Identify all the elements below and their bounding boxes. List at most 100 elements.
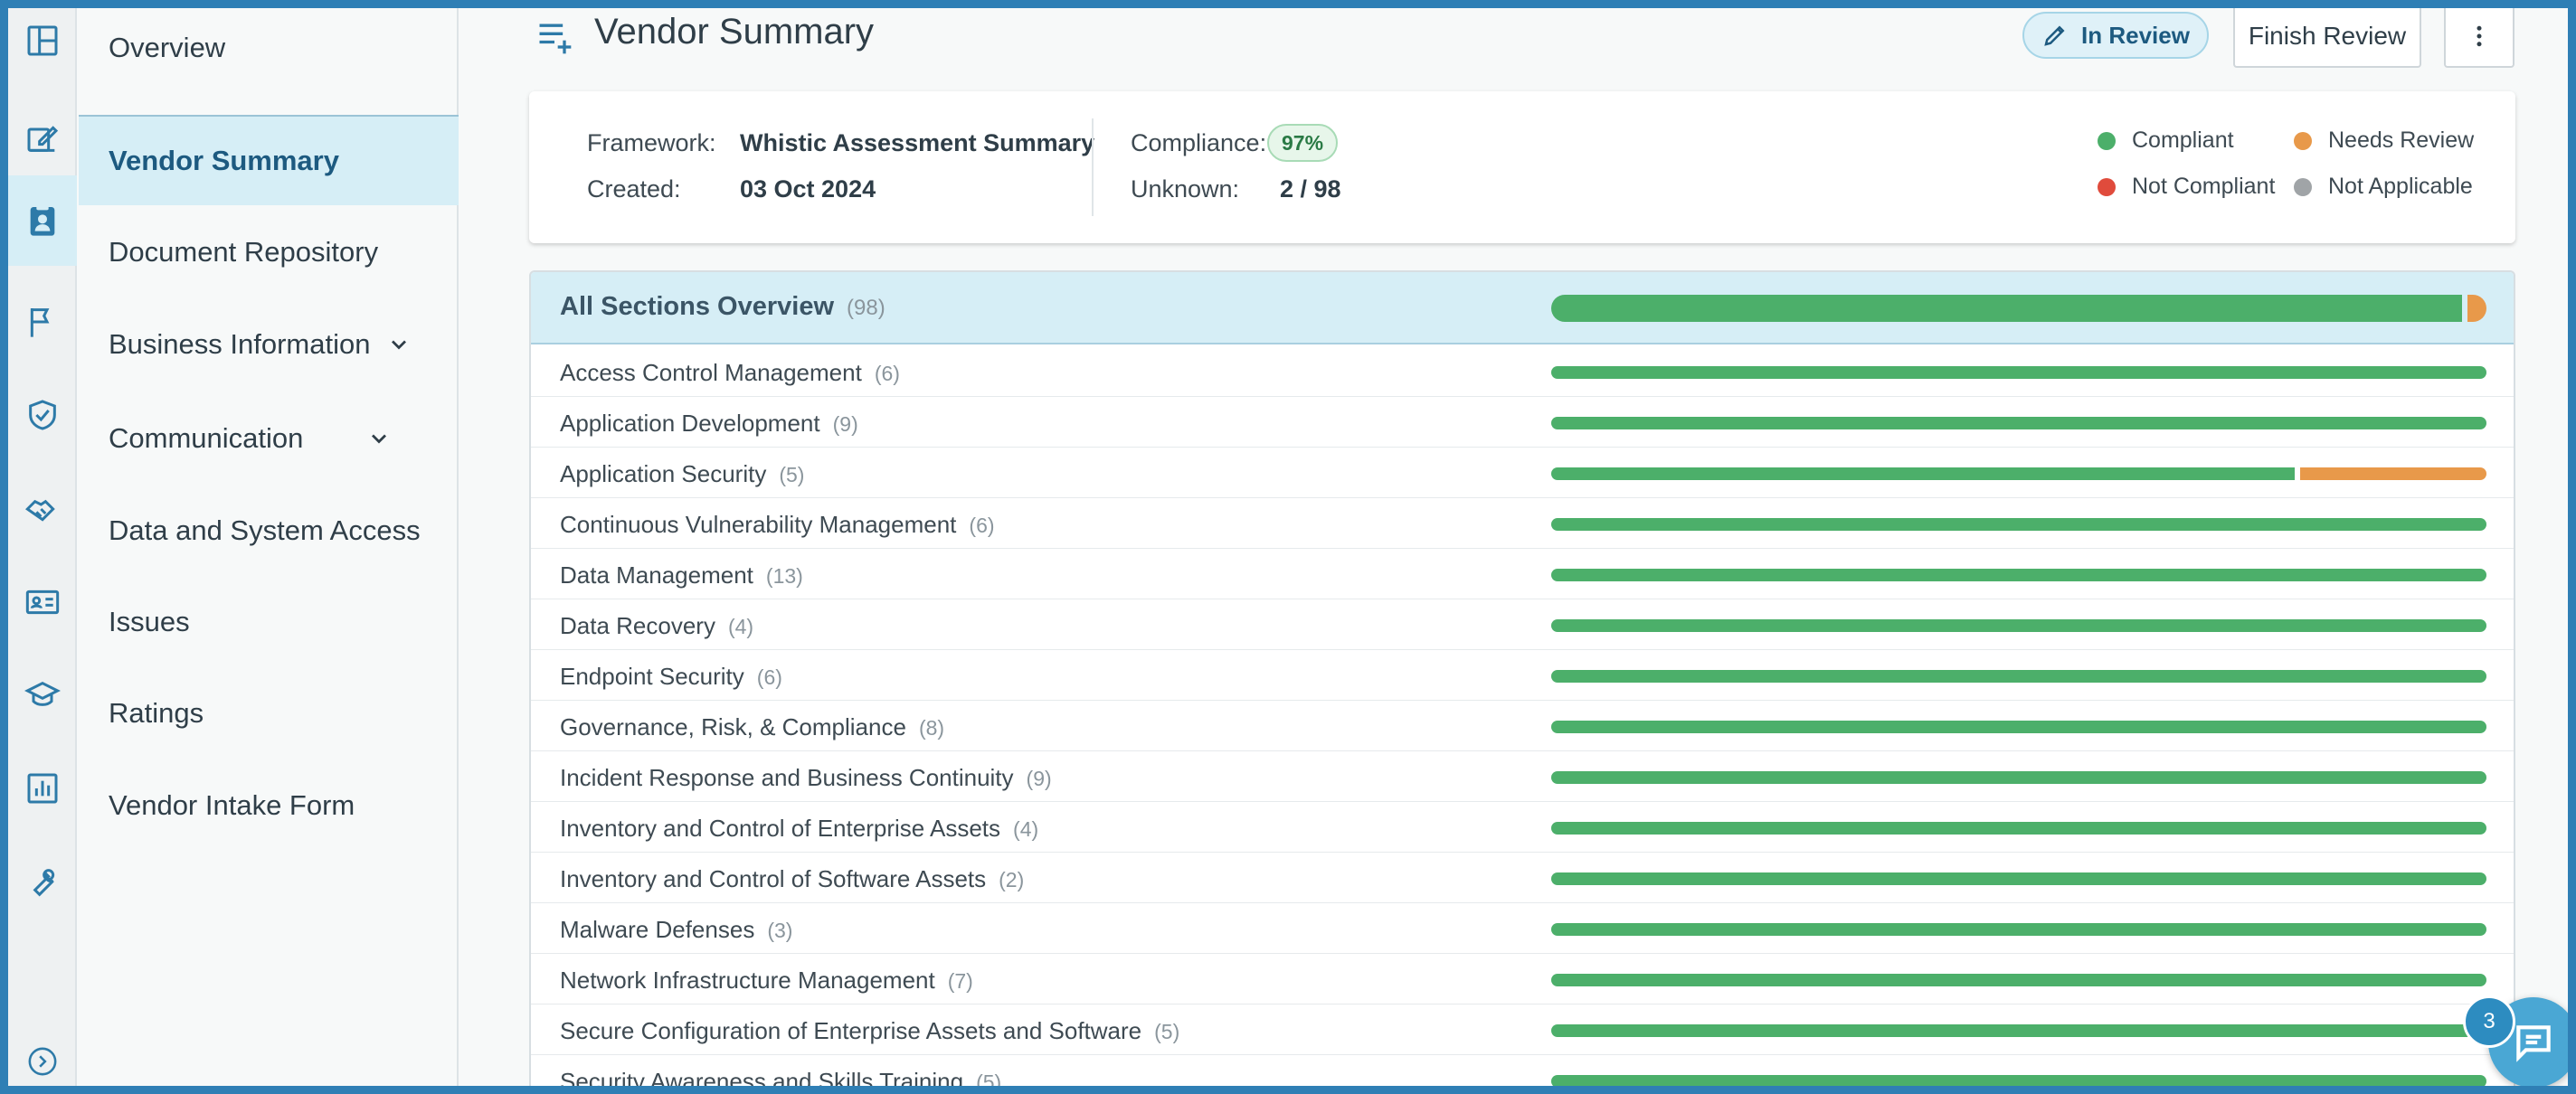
section-label: Application Development — [560, 410, 820, 437]
section-count: (6) — [756, 665, 782, 689]
nav-item-data-and-system-access[interactable]: Data and System Access — [109, 514, 421, 546]
expand-icon[interactable] — [8, 1016, 77, 1086]
section-row[interactable]: Secure Configuration of Enterprise Asset… — [531, 1004, 2514, 1055]
status-badge[interactable]: In Review — [2022, 12, 2209, 59]
compliant-segment — [1551, 974, 2486, 986]
section-row[interactable]: Incident Response and Business Continuit… — [531, 751, 2514, 802]
nav-item-issues[interactable]: Issues — [109, 606, 190, 637]
unknown-value: 2 / 98 — [1280, 175, 1341, 203]
nav-item-vendor-intake-form[interactable]: Vendor Intake Form — [109, 789, 355, 821]
compliant-segment — [1551, 1075, 2486, 1086]
compliant-segment — [1551, 518, 2486, 531]
section-row[interactable]: Endpoint Security (6) — [531, 650, 2514, 701]
section-row[interactable]: Governance, Risk, & Compliance (8) — [531, 701, 2514, 751]
section-progress-bar — [1551, 569, 2486, 581]
section-nav: Overview Vendor Summary Document Reposit… — [79, 8, 459, 1086]
section-label: Governance, Risk, & Compliance — [560, 713, 906, 740]
compliant-segment — [1551, 569, 2486, 581]
section-progress-bar — [1551, 417, 2486, 429]
all-sections-overview-row[interactable]: All Sections Overview (98) — [531, 272, 2514, 344]
section-row[interactable]: Network Infrastructure Management (7) — [531, 954, 2514, 1004]
section-progress-bar — [1551, 974, 2486, 986]
section-progress-bar — [1551, 467, 2486, 480]
compliant-segment — [1551, 721, 2486, 733]
section-count: (4) — [727, 615, 754, 638]
compliant-segment — [1551, 771, 2486, 784]
section-row[interactable]: Malware Defenses (3) — [531, 903, 2514, 954]
section-label: Malware Defenses — [560, 916, 755, 943]
section-progress-bar — [1551, 518, 2486, 531]
section-count: (9) — [832, 412, 858, 436]
section-count: (5) — [779, 463, 805, 486]
graduation-cap-icon[interactable] — [8, 650, 77, 740]
section-label: Security Awareness and Skills Training — [560, 1068, 964, 1086]
pencil-icon — [2044, 25, 2065, 46]
section-progress-bar — [1551, 1024, 2486, 1037]
nav-item-ratings[interactable]: Ratings — [109, 697, 204, 729]
section-label: Secure Configuration of Enterprise Asset… — [560, 1017, 1142, 1044]
divider — [1092, 118, 1094, 216]
edit-icon[interactable] — [8, 93, 77, 184]
compliance-label: Compliance: — [1131, 129, 1267, 156]
nav-item-business-information[interactable]: Business Information — [79, 299, 459, 390]
section-row[interactable]: Security Awareness and Skills Training (5… — [531, 1055, 2514, 1086]
finish-review-button[interactable]: Finish Review — [2233, 8, 2421, 68]
compliant-segment — [1551, 366, 2486, 379]
nav-item-overview[interactable]: Overview — [109, 32, 226, 63]
all-sections-label: All Sections Overview — [560, 292, 835, 321]
app-frame: Overview Vendor Summary Document Reposit… — [8, 8, 2568, 1086]
nav-item-vendor-summary[interactable]: Vendor Summary — [79, 115, 459, 205]
section-row[interactable]: Continuous Vulnerability Management (6) — [531, 498, 2514, 549]
section-count: (9) — [1026, 767, 1052, 790]
compliant-segment — [1551, 670, 2486, 683]
section-progress-bar — [1551, 366, 2486, 379]
section-label: Application Security — [560, 460, 767, 487]
nav-item-communication[interactable]: Communication — [79, 393, 459, 484]
section-count: (5) — [976, 1070, 1002, 1086]
section-count: (6) — [969, 514, 995, 537]
layout-icon[interactable] — [8, 8, 77, 86]
section-label: Inventory and Control of Software Assets — [560, 865, 987, 892]
section-count: (13) — [765, 564, 803, 588]
section-progress-bar — [1551, 1075, 2486, 1086]
section-count: (5) — [1154, 1020, 1180, 1043]
more-options-button[interactable] — [2444, 8, 2514, 68]
id-card-icon[interactable] — [8, 557, 77, 647]
wrench-icon[interactable] — [8, 837, 77, 928]
flag-icon[interactable] — [8, 277, 77, 367]
section-row[interactable]: Inventory and Control of Software Assets… — [531, 853, 2514, 903]
legend-dot — [2294, 131, 2312, 150]
section-label: Incident Response and Business Continuit… — [560, 764, 1014, 791]
section-count: (7) — [947, 969, 973, 993]
section-label: Data Recovery — [560, 612, 715, 639]
compliant-segment — [1551, 295, 2462, 322]
section-progress-bar — [1551, 670, 2486, 683]
section-progress-bar — [1551, 619, 2486, 632]
section-row[interactable]: Data Management (13) — [531, 549, 2514, 599]
section-row[interactable]: Data Recovery (4) — [531, 599, 2514, 650]
section-label: Continuous Vulnerability Management — [560, 511, 957, 538]
section-label: Inventory and Control of Enterprise Asse… — [560, 815, 1001, 842]
legend-not-compliant: Not Compliant — [2098, 174, 2275, 200]
section-row[interactable]: Application Development (9) — [531, 397, 2514, 448]
section-row[interactable]: Access Control Management (6) — [531, 346, 2514, 397]
compliant-segment — [1551, 467, 2295, 480]
section-count: (4) — [1013, 817, 1039, 841]
sections-table: All Sections Overview (98) Access Control… — [529, 270, 2515, 1086]
needs-review-segment — [2300, 467, 2486, 480]
vendor-contact-icon[interactable] — [8, 175, 77, 266]
shield-check-icon[interactable] — [8, 370, 77, 460]
section-row[interactable]: Inventory and Control of Enterprise Asse… — [531, 802, 2514, 853]
section-label: Access Control Management — [560, 359, 862, 386]
nav-item-document-repository[interactable]: Document Repository — [109, 236, 379, 268]
legend-not-applicable: Not Applicable — [2294, 174, 2473, 200]
bar-chart-icon[interactable] — [8, 743, 77, 834]
legend-dot — [2098, 131, 2116, 150]
handshake-icon[interactable] — [8, 464, 77, 554]
chevron-down-icon — [372, 434, 387, 444]
section-row[interactable]: Application Security (5) — [531, 448, 2514, 498]
list-add-icon — [539, 24, 572, 54]
legend-dot — [2098, 177, 2116, 196]
section-progress-bar — [1551, 923, 2486, 936]
legend-dot — [2294, 177, 2312, 196]
